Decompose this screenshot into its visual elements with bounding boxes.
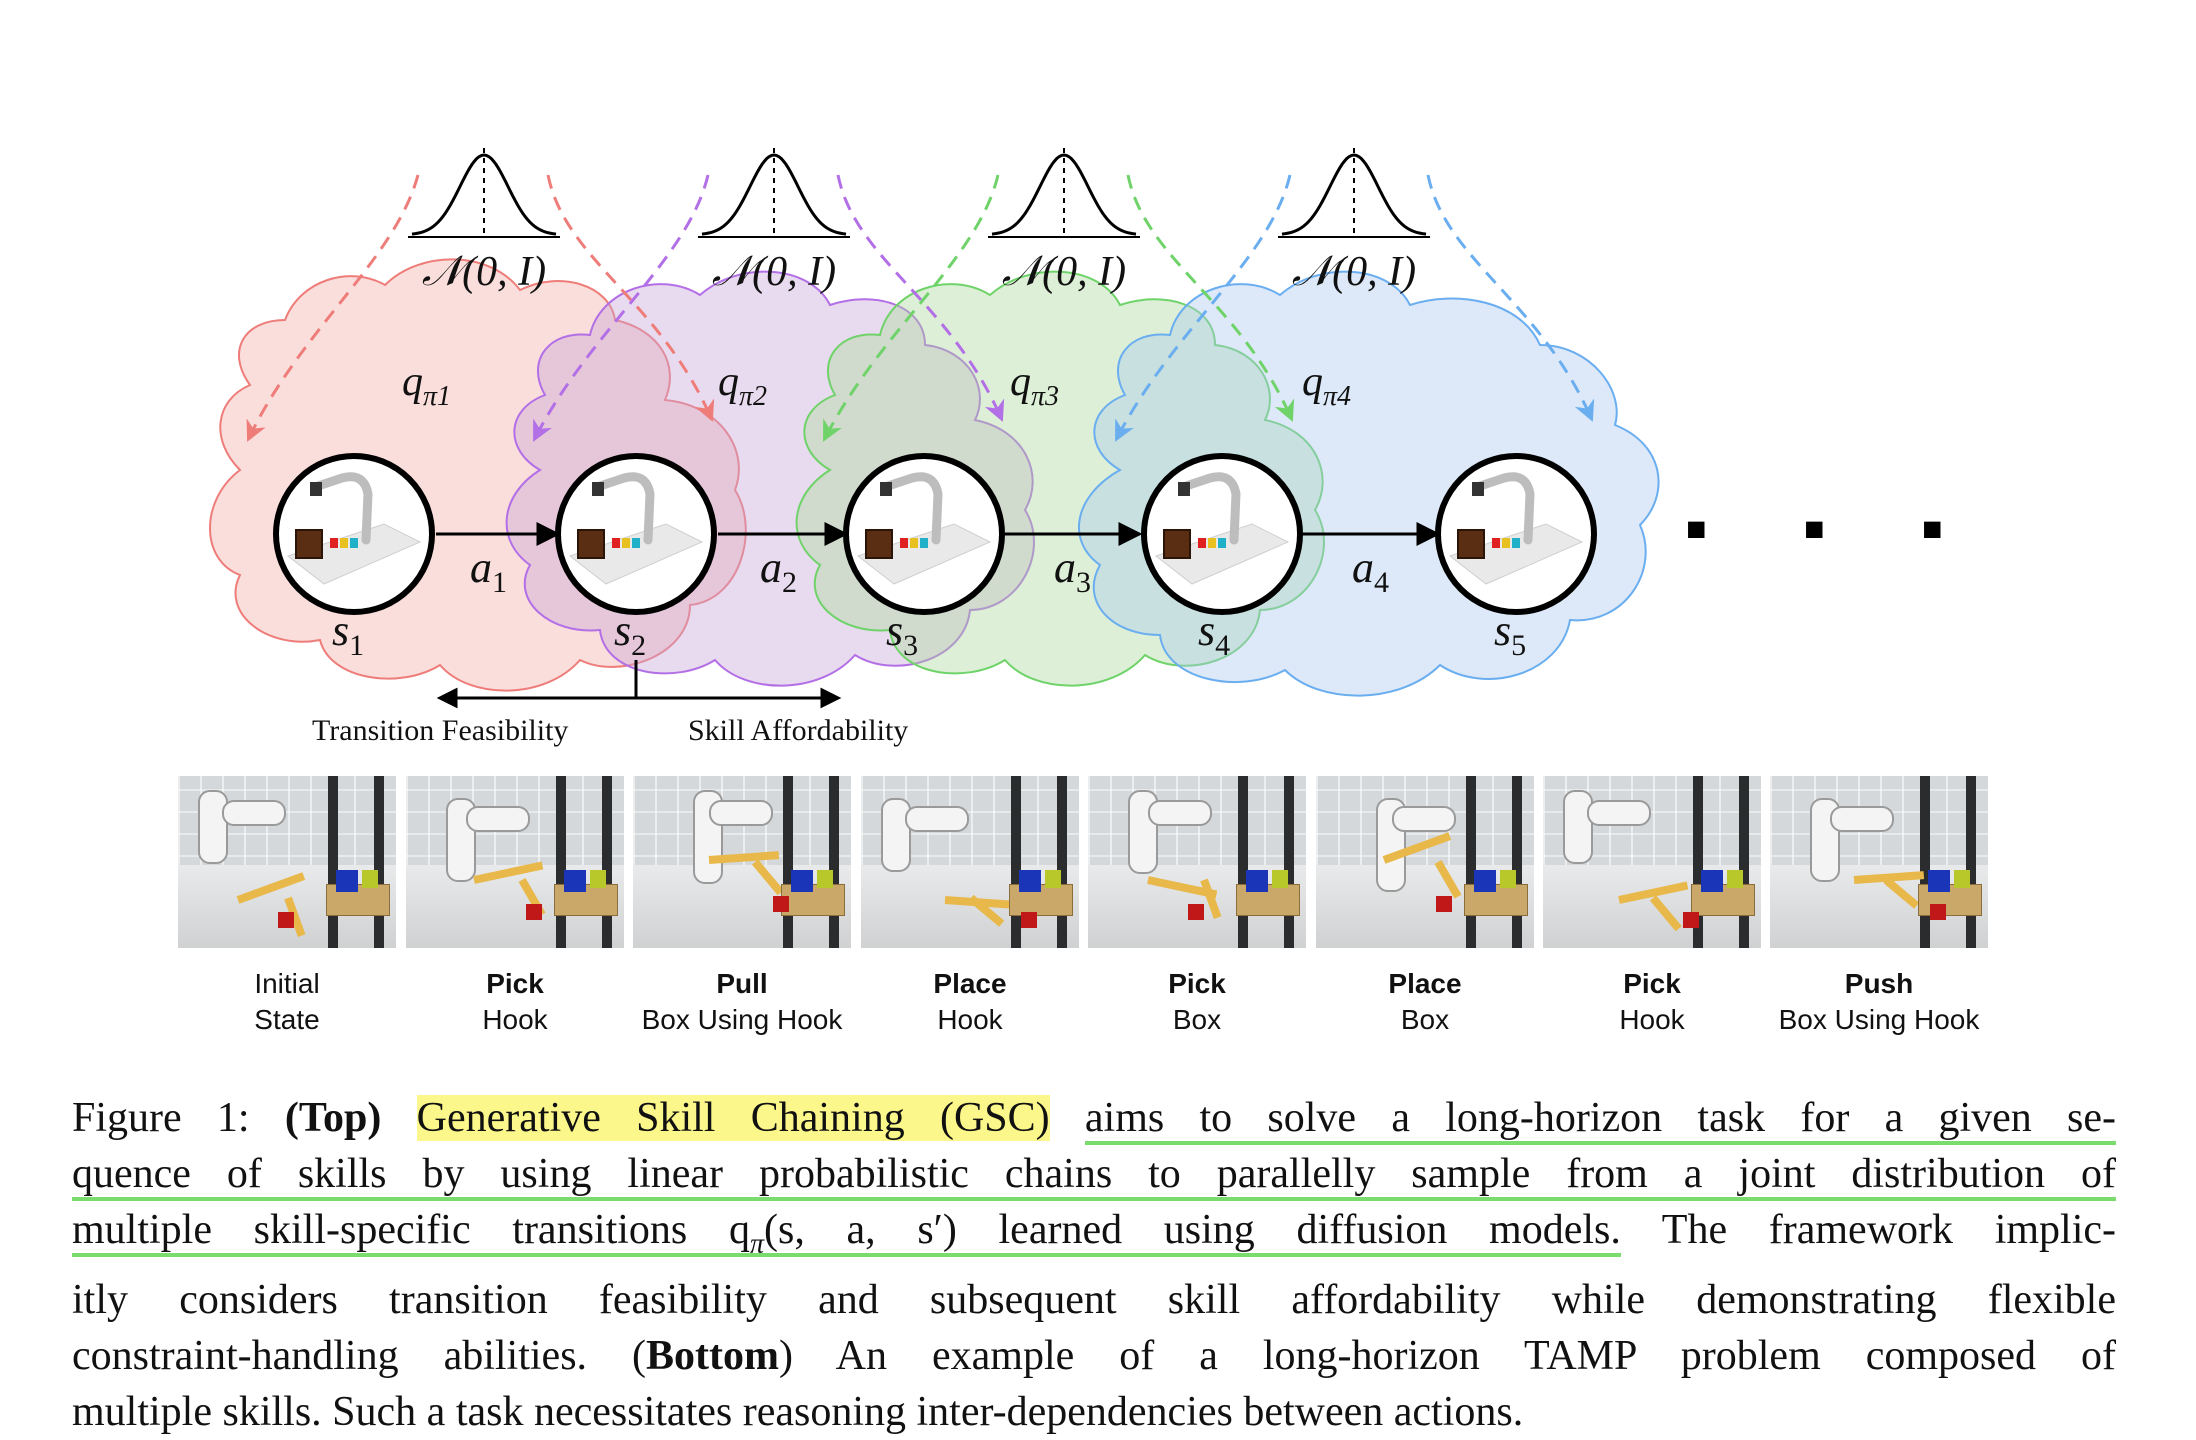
state-label-4: s4 [1198,606,1230,662]
prior-label-3: 𝒩(0, I) [1002,249,1126,295]
photo-step-1 [178,776,396,948]
photo-label-bottom-5: Box [1172,1004,1222,1035]
caption-line-5: constraint-handling abilities. (Bottom) … [72,1333,2117,1380]
photo-label-bottom-7: Hook [1619,1004,1685,1035]
caption-line-2: quence of skills by using linear probabi… [72,1146,2116,1202]
state-circle-5 [1435,453,1597,615]
photo-label-top-6: Place [1388,968,1462,999]
ellipsis: ■ ■ ■ [1686,510,1987,548]
cloud-label-4: qπ4 [1302,359,1351,412]
state-label-5: s5 [1494,606,1526,662]
gsc-diagram: qπ1 qπ2 qπ3 qπ4 𝒩(0, I) 𝒩(0, I) 𝒩(0, I) 𝒩(0… [209,148,1987,747]
feasibility-bracket [436,660,842,709]
caption-line-3: multiple skill-specific transitions qπ(s… [72,1207,2116,1260]
gaussian-prior-4: 𝒩(0, I) [1278,148,1430,295]
photo-label-bottom-1: State [254,1004,320,1035]
photo-label-bottom-4: Hook [937,1004,1003,1035]
gaussian-prior-3: 𝒩(0, I) [988,148,1140,295]
action-label-1: a1 [470,543,507,599]
prior-arrow-1a [246,174,420,442]
prior-arrow-4b [1426,174,1595,422]
action-label-4: a4 [1352,543,1389,599]
prior-label-2: 𝒩(0, I) [712,249,836,295]
cloud-label-1: qπ1 [402,359,451,412]
prior-arrow-3b [1126,174,1295,422]
prior-group: 𝒩(0, I) 𝒩(0, I) 𝒩(0, I) 𝒩(0, I) [408,148,1430,295]
photo-step-8 [1770,776,1988,948]
prior-arrow-2a [532,174,710,442]
state-label-1: s1 [332,606,364,662]
action-label-3: a3 [1054,543,1091,599]
figure-caption: Figure 1: (Top) Generative Skill Chainin… [72,1090,2117,1440]
photo-step-6 [1316,776,1534,948]
state-circle-1 [273,453,435,615]
state-label-2: s2 [614,606,646,662]
state-group [273,453,1597,615]
prior-arrow-1b [546,174,715,422]
cloud-label-3: qπ3 [1010,359,1059,412]
photo-label-top-3: Pull [716,968,768,999]
skill-affordability-label: Skill Affordability [688,714,908,747]
photo-label-top-4: Place [933,968,1007,999]
prior-label-1: 𝒩(0, I) [422,249,546,295]
action-label-2: a2 [760,543,797,599]
photo-label-top-5: Pick [1168,968,1226,999]
state-label-3: s3 [886,606,918,662]
photo-step-3 [633,776,851,948]
caption-line-1: Figure 1: (Top) Generative Skill Chainin… [72,1090,2117,1146]
caption-line-4: itly considers transition feasibility an… [72,1277,2116,1324]
prior-arrows [246,174,1595,442]
photo-label-bottom-2: Hook [482,1004,548,1035]
photo-step-5 [1088,776,1306,948]
photo-step-4 [861,776,1079,948]
state-circle-2 [555,453,717,615]
caption-underline-1: aims to solve a long-horizon task for a … [1084,1095,2117,1145]
photo-label-top-2: Pick [486,968,544,999]
photo-label-bottom-8: Box Using Hook [1778,1004,1980,1035]
photo-label-top-7: Pick [1623,968,1681,999]
photo-label-bottom-6: Box [1400,1004,1450,1035]
prior-arrow-2b [836,174,1005,422]
photo-step-2 [406,776,624,948]
caption-top-bold: (Top) [284,1095,382,1141]
photo-step-7 [1543,776,1761,948]
state-circle-4 [1141,453,1303,615]
prior-arrow-3a [822,174,1000,442]
state-circle-3 [843,453,1005,615]
gsc-highlight: Generative Skill Chaining (GSC) [416,1095,1050,1141]
photo-label-bottom-3: Box Using Hook [641,1004,843,1035]
gaussian-prior-1: 𝒩(0, I) [408,148,560,295]
gaussian-prior-2: 𝒩(0, I) [698,148,850,295]
photo-strip [178,776,1988,948]
caption-line-6: multiple skills. Such a task necessitate… [72,1389,1524,1436]
prior-label-4: 𝒩(0, I) [1292,249,1416,295]
photo-label-top-8: Push [1844,968,1914,999]
photo-label-top-1: Initial [254,968,320,999]
cloud-label-2: qπ2 [718,359,767,412]
prior-arrow-4a [1114,174,1292,442]
transition-feasibility-label: Transition Feasibility [312,714,568,747]
